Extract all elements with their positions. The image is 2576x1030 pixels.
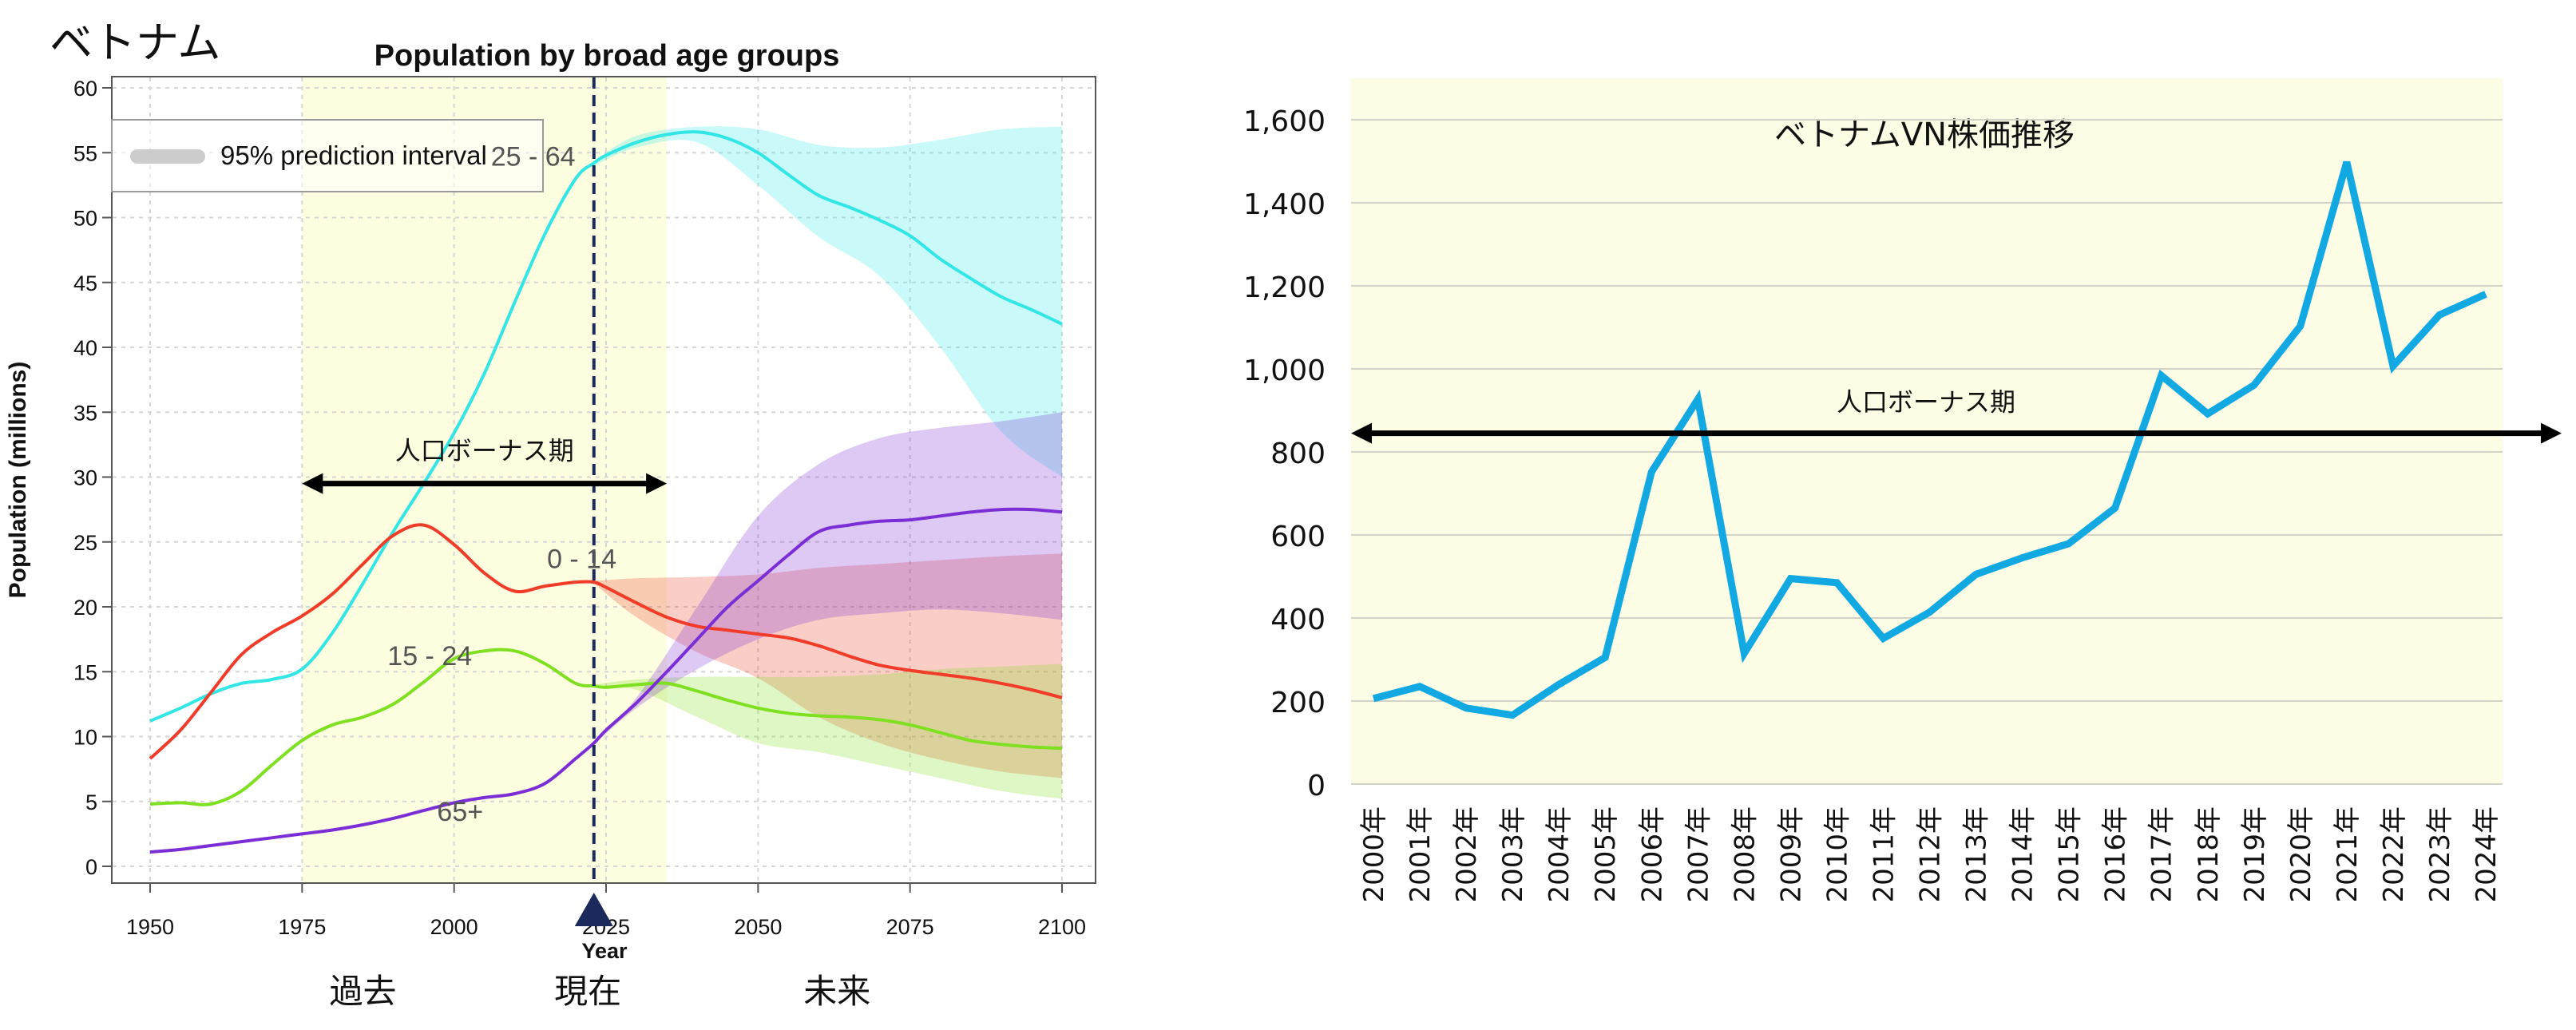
series-line <box>149 130 1063 723</box>
y-tick-label: 30 <box>73 466 97 490</box>
population-chart: Population by broad age groups 0 5 10 15 20 2… <box>5 39 1096 1011</box>
x-tick-label: 2007年 <box>1682 806 1714 903</box>
x-tick-label: 2016年 <box>2100 806 2132 903</box>
x-tick-label: 2000 <box>430 915 478 939</box>
x-tick-label: 2010年 <box>1821 806 1853 903</box>
bonus-period-arrow: 人口ボーナス期 <box>1351 387 2562 444</box>
prediction-band <box>593 412 1062 745</box>
x-tick-label: 1950 <box>126 915 174 939</box>
series-line <box>149 648 1063 806</box>
y-tick-label: 15 <box>73 660 97 684</box>
arrow-head-left <box>302 473 323 494</box>
y-tick-label: 1,000 <box>1243 355 1326 387</box>
x-tick-label: 2000年 <box>1358 806 1390 903</box>
prediction-band <box>593 126 1062 477</box>
y-tick-label: 1,600 <box>1243 105 1326 138</box>
y-tick-label: 200 <box>1270 687 1326 719</box>
page-title: ベトナム <box>50 18 220 68</box>
period-label: 過去 <box>329 972 396 1011</box>
plot-frame <box>111 76 1096 884</box>
x-tick-label: 1975 <box>278 915 326 939</box>
series-lines <box>149 130 1063 854</box>
period-label: 現在 <box>554 972 621 1011</box>
legend-entry: 95% prediction interval <box>220 141 487 170</box>
y-tick-label: 45 <box>73 271 97 295</box>
y-tick-label: 400 <box>1270 604 1326 636</box>
series-line <box>1372 160 2487 719</box>
x-tick-label: 2005年 <box>1590 806 1622 903</box>
x-tick-label: 2012年 <box>1915 806 1947 903</box>
y-tick-label: 1,400 <box>1243 188 1326 221</box>
x-tick-label: 2020年 <box>2285 806 2317 903</box>
x-tick-label: 2019年 <box>2239 806 2271 903</box>
period-label: 未来 <box>803 972 870 1011</box>
y-tick-label: 60 <box>73 77 97 101</box>
series-label: 65+ <box>437 797 483 827</box>
series-line <box>149 523 1063 760</box>
x-tick-label: 2006年 <box>1636 806 1668 903</box>
x-tick-label: 2075 <box>886 915 934 939</box>
arrow-head-right <box>646 473 668 494</box>
x-tick-label: 2018年 <box>2193 806 2225 903</box>
y-axis-ticks: 0 5 10 15 20 25 30 35 40 45 50 55 60 <box>73 77 112 879</box>
y-axis-ticks: 0 200 400 600 800 1,000 1,200 1,400 1,600 <box>1243 105 1326 802</box>
bonus-period-arrow: 人口ボーナス期 <box>302 436 668 494</box>
x-tick-label: 2023年 <box>2424 806 2456 903</box>
x-tick-label: 2017年 <box>2146 806 2178 903</box>
y-tick-label: 55 <box>73 141 97 165</box>
x-tick-label: 2050 <box>734 915 782 939</box>
prediction-bands <box>593 126 1062 799</box>
prediction-band <box>593 553 1062 778</box>
series-line <box>149 507 1063 854</box>
y-tick-label: 35 <box>73 401 97 425</box>
y-tick-label: 40 <box>73 336 97 360</box>
x-tick-label: 2013年 <box>1961 806 1993 903</box>
period-labels: 過去 現在 未来 <box>329 972 870 1011</box>
x-tick-label: 2015年 <box>2054 806 2086 903</box>
y-axis-label: Population (millions) <box>5 362 31 599</box>
series-label: 25 - 64 <box>491 142 576 172</box>
series-label: 15 - 24 <box>387 641 472 671</box>
x-axis-ticks: 1950 1975 2000 2025 2050 2075 2100 <box>126 883 1086 939</box>
bonus-period-label: 人口ボーナス期 <box>395 436 574 466</box>
y-tick-label: 1,200 <box>1243 271 1326 304</box>
bonus-period-label: 人口ボーナス期 <box>1837 387 2015 418</box>
x-tick-label: 2001年 <box>1405 806 1437 903</box>
chart-title: Population by broad age groups <box>375 39 840 73</box>
x-tick-label: 2004年 <box>1544 806 1575 903</box>
x-tick-label: 2009年 <box>1775 806 1807 903</box>
x-tick-label: 2014年 <box>2007 806 2039 903</box>
arrow-head-left <box>1351 422 1372 444</box>
legend: 95% prediction interval <box>111 119 544 192</box>
series-labels: 25 - 64 0 - 14 15 - 24 65+ <box>387 142 616 828</box>
bonus-period-shading <box>302 77 668 882</box>
x-tick-label: 2008年 <box>1729 806 1761 903</box>
y-tick-label: 0 <box>1307 770 1326 802</box>
stock-index-chart: ベトナムVN株価推移 0 200 400 600 800 1,000 1,200 1,400 1… <box>1243 78 2562 903</box>
chart-title: ベトナムVN株価推移 <box>1774 117 2075 153</box>
y-tick-label: 600 <box>1270 521 1326 553</box>
y-tick-label: 800 <box>1270 438 1326 470</box>
series-label: 0 - 14 <box>547 544 616 574</box>
x-tick-label: 2002年 <box>1451 806 1483 903</box>
y-tick-label: 20 <box>73 596 97 620</box>
x-tick-label: 2011年 <box>1868 806 1900 903</box>
y-tick-label: 5 <box>85 790 97 814</box>
x-tick-label: 2003年 <box>1497 806 1529 903</box>
x-tick-label: 2022年 <box>2378 806 2410 903</box>
x-axis-label: Year <box>581 939 628 963</box>
current-year-marker <box>574 893 613 926</box>
prediction-band <box>593 664 1062 799</box>
arrow-head-right <box>2541 422 2562 444</box>
y-tick-label: 50 <box>73 207 97 231</box>
x-tick-label: 2100 <box>1038 915 1086 939</box>
y-tick-label: 0 <box>85 855 97 879</box>
x-tick-label: 2021年 <box>2332 806 2364 903</box>
x-tick-label: 2024年 <box>2471 806 2503 903</box>
x-axis-ticks: 2000年 2001年 2002年 2003年 2004年 2005年 2006年 2007年… <box>1358 806 2503 903</box>
y-tick-label: 25 <box>73 531 97 555</box>
y-tick-label: 10 <box>73 726 97 750</box>
